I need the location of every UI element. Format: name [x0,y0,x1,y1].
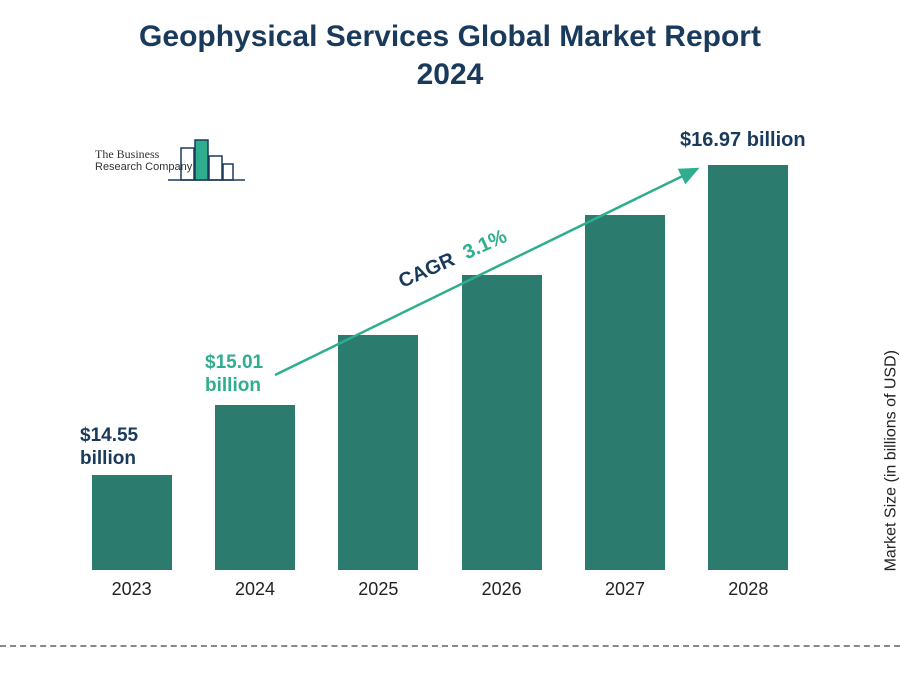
bar-wrap [687,165,810,570]
bar-wrap [193,405,316,570]
data-label: $14.55billion [80,425,138,471]
data-label: $15.01billion [205,352,263,398]
x-axis-label: 2023 [70,579,193,600]
title-line2: 2024 [417,58,484,91]
bar-wrap [440,275,563,570]
x-axis-label: 2026 [440,579,563,600]
bar-wrap [563,215,686,570]
data-label: $16.97 billion [680,128,806,152]
bar-wrap [317,335,440,570]
bottom-divider [0,645,900,647]
chart-title: Geophysical Services Global Market Repor… [0,0,900,93]
bars-container [70,120,810,570]
bar [92,475,172,570]
x-axis-labels: 202320242025202620272028 [70,579,810,600]
y-axis-label: Market Size (in billions of USD) [882,350,900,571]
x-axis-label: 2028 [687,579,810,600]
x-axis-label: 2024 [193,579,316,600]
bar [462,275,542,570]
bar-wrap [70,475,193,570]
bar-chart: 202320242025202620272028 [70,120,810,600]
title-line1: Geophysical Services Global Market Repor… [139,20,761,53]
bar [585,215,665,570]
bar [215,405,295,570]
bar [708,165,788,570]
bar [338,335,418,570]
x-axis-label: 2025 [317,579,440,600]
x-axis-label: 2027 [563,579,686,600]
